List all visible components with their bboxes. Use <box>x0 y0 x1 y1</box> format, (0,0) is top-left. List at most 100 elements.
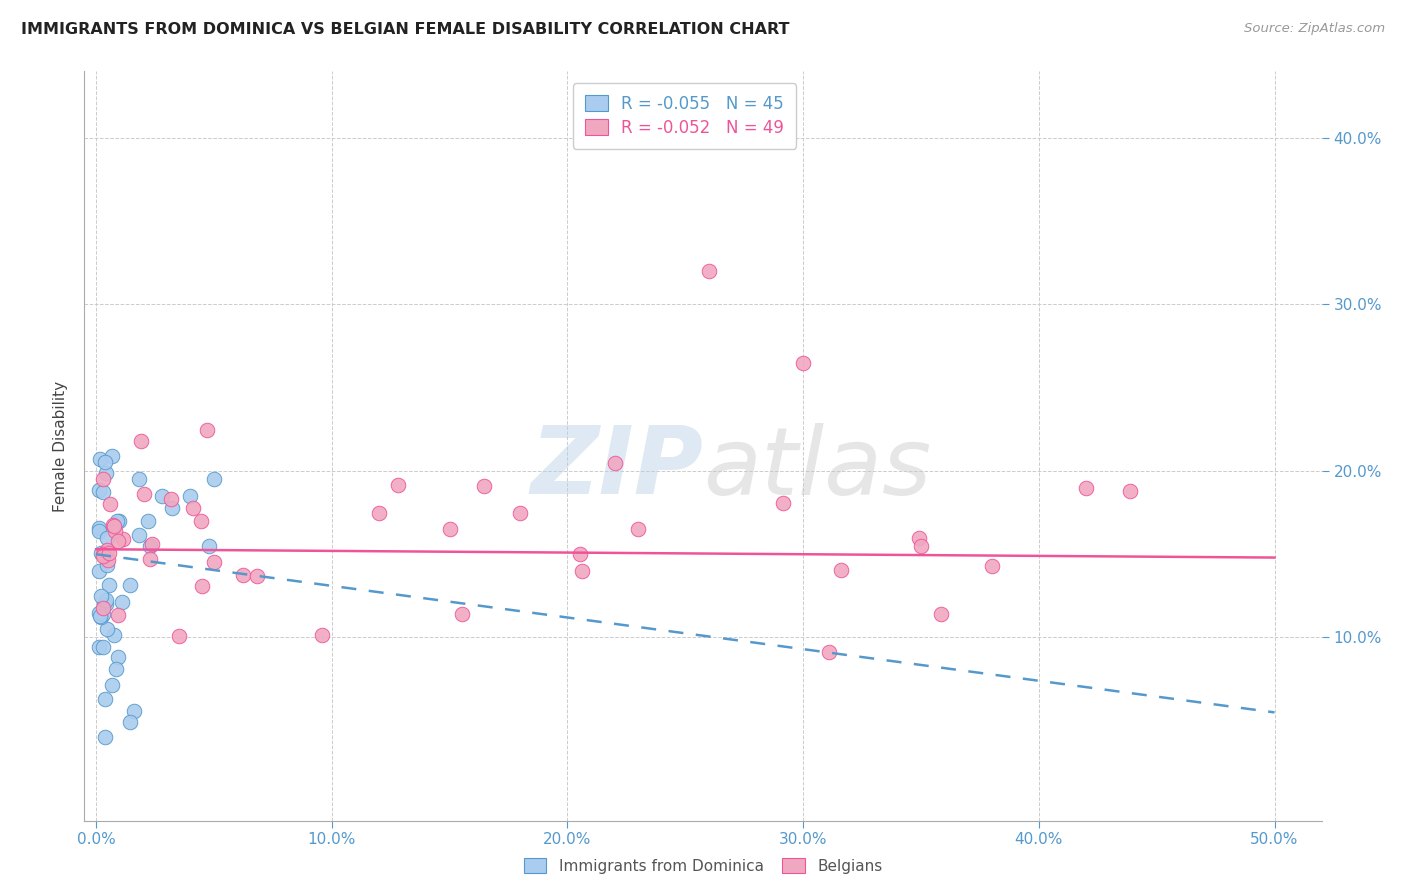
Point <box>122 704 145 718</box>
Point <box>167 629 190 643</box>
Point <box>772 496 794 510</box>
Point <box>197 423 219 437</box>
Point <box>93 730 115 744</box>
Point <box>120 714 142 729</box>
Point <box>472 479 495 493</box>
Text: ZIP: ZIP <box>530 423 703 515</box>
Point <box>107 607 129 622</box>
Point <box>89 452 111 467</box>
Point <box>91 601 114 615</box>
Point <box>150 489 173 503</box>
Text: IMMIGRANTS FROM DOMINICA VS BELGIAN FEMALE DISABILITY CORRELATION CHART: IMMIGRANTS FROM DOMINICA VS BELGIAN FEMA… <box>21 22 790 37</box>
Point <box>198 539 221 553</box>
Point <box>87 524 110 538</box>
Point <box>94 592 117 607</box>
Point <box>190 514 212 528</box>
Point <box>627 522 650 536</box>
Point <box>159 491 181 506</box>
Point <box>603 456 626 470</box>
Point <box>91 485 114 500</box>
Point <box>104 524 127 539</box>
Y-axis label: Female Disability: Female Disability <box>53 380 69 512</box>
Text: Source: ZipAtlas.com: Source: ZipAtlas.com <box>1244 22 1385 36</box>
Point <box>368 506 391 520</box>
Point <box>792 356 814 370</box>
Point <box>97 553 120 567</box>
Point <box>120 578 142 592</box>
Point <box>128 472 150 486</box>
Point <box>181 500 204 515</box>
Point <box>697 264 720 278</box>
Point <box>101 518 124 533</box>
Point <box>93 599 115 613</box>
Point <box>179 489 201 503</box>
Point <box>90 589 112 603</box>
Point <box>98 497 121 511</box>
Point <box>830 563 852 577</box>
Point <box>98 577 121 591</box>
Point <box>94 597 117 611</box>
Point <box>1074 481 1097 495</box>
Point <box>246 569 269 583</box>
Point <box>91 547 114 561</box>
Point <box>91 472 114 486</box>
Point <box>910 539 932 553</box>
Point <box>91 549 114 564</box>
Point <box>908 531 931 545</box>
Point <box>96 532 118 546</box>
Point <box>191 579 214 593</box>
Legend: Immigrants from Dominica, Belgians: Immigrants from Dominica, Belgians <box>517 852 889 880</box>
Point <box>141 536 163 550</box>
Point <box>94 467 117 481</box>
Point <box>101 449 124 463</box>
Point <box>108 515 131 529</box>
Point <box>929 607 952 621</box>
Point <box>450 607 472 621</box>
Point <box>87 640 110 655</box>
Point <box>89 609 111 624</box>
Point <box>387 478 409 492</box>
Point <box>136 514 159 528</box>
Point <box>1119 484 1142 499</box>
Point <box>103 518 125 533</box>
Point <box>103 627 125 641</box>
Point <box>160 500 183 515</box>
Point <box>96 623 118 637</box>
Point <box>87 521 110 535</box>
Point <box>111 532 134 546</box>
Point <box>111 595 134 609</box>
Point <box>91 607 114 622</box>
Point <box>129 434 152 448</box>
Point <box>94 692 117 706</box>
Point <box>139 551 162 566</box>
Point <box>980 558 1002 573</box>
Point <box>87 606 110 620</box>
Point <box>202 472 225 486</box>
Point <box>509 506 531 520</box>
Text: atlas: atlas <box>703 423 931 514</box>
Point <box>439 522 461 536</box>
Point <box>96 558 118 572</box>
Point <box>101 678 124 692</box>
Point <box>311 627 333 641</box>
Point <box>105 514 128 528</box>
Point <box>96 543 118 558</box>
Point <box>89 483 111 498</box>
Legend: R = -0.055   N = 45, R = -0.052   N = 49: R = -0.055 N = 45, R = -0.052 N = 49 <box>574 84 796 149</box>
Point <box>90 610 112 624</box>
Point <box>232 568 254 582</box>
Point <box>139 539 162 553</box>
Point <box>87 564 110 578</box>
Point <box>204 555 226 569</box>
Point <box>107 649 129 664</box>
Point <box>104 662 127 676</box>
Point <box>107 533 129 548</box>
Point <box>98 546 121 560</box>
Point <box>128 527 150 541</box>
Point <box>571 565 593 579</box>
Point <box>91 640 114 655</box>
Point <box>94 455 117 469</box>
Point <box>134 487 156 501</box>
Point <box>569 547 592 561</box>
Point <box>90 545 112 559</box>
